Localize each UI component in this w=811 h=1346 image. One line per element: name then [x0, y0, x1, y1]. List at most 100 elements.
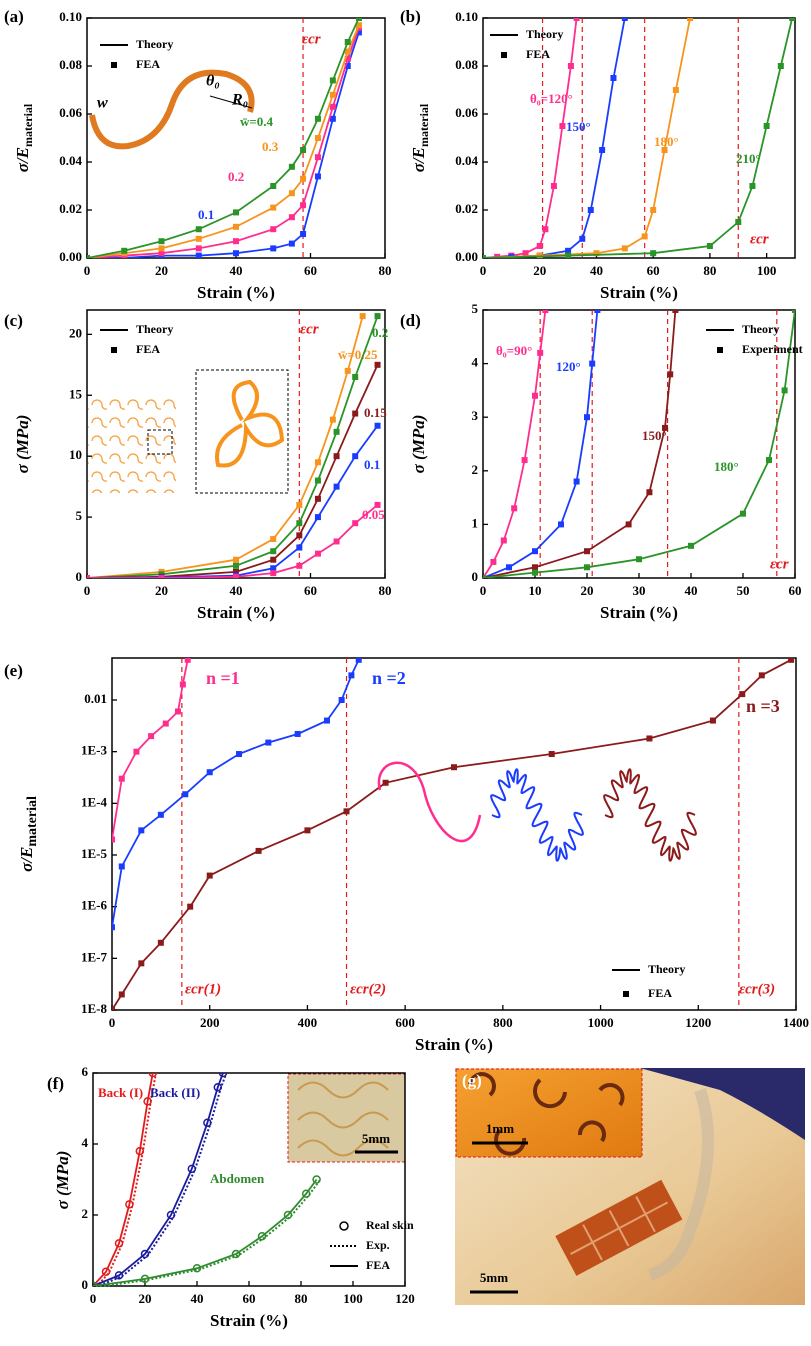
y-axis-label-main: σ (MPa): [409, 415, 428, 474]
data-point: [289, 241, 295, 247]
y-tick-label: 0.00: [455, 249, 478, 264]
legend-label: Theory: [526, 27, 563, 41]
data-point: [542, 307, 548, 313]
x-tick-label: 1400: [783, 1015, 809, 1030]
data-point: [148, 733, 154, 739]
data-point: [236, 751, 242, 757]
data-point: [584, 564, 590, 570]
y-tick-label: 5: [472, 301, 479, 316]
y-tick-label: 5: [76, 508, 83, 523]
y-axis-label-main: σ/E: [13, 147, 32, 172]
inset-serpentine: [491, 769, 583, 860]
legend-swatch: [501, 52, 507, 58]
x-tick-label: 20: [533, 263, 546, 278]
series-label: n =3: [746, 696, 780, 716]
data-point: [233, 574, 239, 580]
y-tick-label: 4: [472, 355, 479, 370]
data-point: [610, 75, 616, 81]
x-tick-label: 40: [191, 1291, 204, 1306]
x-tick-label: 80: [379, 583, 392, 598]
data-point: [511, 505, 517, 511]
x-axis-label: Strain (%): [600, 283, 678, 302]
data-point: [300, 147, 306, 153]
x-tick-label: 30: [633, 583, 646, 598]
series-label: n =1: [206, 668, 240, 688]
data-point: [324, 718, 330, 724]
data-point: [356, 15, 362, 21]
data-point: [256, 848, 262, 854]
data-point: [175, 708, 181, 714]
series-label: 210°: [736, 151, 761, 166]
legend-label: FEA: [366, 1258, 390, 1272]
data-point: [270, 245, 276, 251]
x-tick-label: 80: [703, 263, 716, 278]
data-point: [119, 863, 125, 869]
data-point: [345, 39, 351, 45]
data-point: [296, 532, 302, 538]
data-point: [207, 873, 213, 879]
series-label: 0.1: [198, 207, 214, 222]
data-point: [574, 15, 580, 21]
data-point: [270, 205, 276, 211]
plot-frame: [87, 18, 385, 258]
data-point: [315, 478, 321, 484]
scale-label: 5mm: [362, 1131, 390, 1146]
x-tick-label: 40: [230, 263, 243, 278]
x-tick-label: 1200: [685, 1015, 711, 1030]
data-point: [159, 245, 165, 251]
data-point: [270, 557, 276, 563]
y-tick-label: 0.10: [455, 9, 478, 24]
data-point: [579, 236, 585, 242]
panel-label: (c): [4, 311, 23, 330]
data-point: [233, 209, 239, 215]
data-point: [558, 521, 564, 527]
x-axis-label: Strain (%): [415, 1035, 493, 1054]
y-axis-label: σ (MPa): [53, 1151, 72, 1210]
x-tick-label: 800: [493, 1015, 513, 1030]
annotation: R₀: [231, 92, 248, 109]
legend-swatch: [340, 1222, 348, 1230]
legend-label: Theory: [742, 322, 779, 336]
y-tick-label: 1E-6: [81, 898, 108, 913]
inset-pattern: [88, 398, 176, 493]
data-point: [735, 219, 741, 225]
data-point: [480, 575, 486, 581]
panel-label: (a): [4, 7, 24, 26]
critical-label: εcr(3): [739, 981, 775, 997]
data-point: [551, 183, 557, 189]
x-tick-label: 200: [200, 1015, 220, 1030]
data-point: [182, 791, 188, 797]
data-point: [296, 502, 302, 508]
x-tick-label: 0: [109, 1015, 116, 1030]
series-label: 0.05: [362, 507, 385, 522]
legend-label: Experiment: [742, 342, 803, 356]
data-point: [589, 361, 595, 367]
theory-line: [87, 25, 359, 258]
x-tick-label: 600: [395, 1015, 415, 1030]
critical-label: εcr: [770, 556, 789, 572]
data-point: [759, 672, 765, 678]
data-point: [789, 15, 795, 21]
data-point: [109, 836, 115, 842]
y-axis-label-main: σ/E: [17, 847, 36, 872]
y-axis-label: σ (MPa): [409, 415, 428, 474]
inset-serpentine: [379, 763, 480, 841]
data-point: [109, 924, 115, 930]
x-tick-label: 40: [685, 583, 698, 598]
y-axis-label-sub: material: [21, 103, 35, 147]
y-axis-label: σ/Ematerial: [409, 103, 431, 172]
y-axis-label-main: σ (MPa): [13, 415, 32, 474]
annotation: w: [97, 95, 108, 112]
data-point: [233, 238, 239, 244]
series-label: Back (II): [150, 1085, 200, 1100]
data-point: [270, 183, 276, 189]
x-tick-label: 100: [343, 1291, 363, 1306]
panel: (d)0102030405060012345Strain (%)σ (MPa)ε…: [400, 301, 803, 622]
data-point: [360, 313, 366, 319]
theory-line: [112, 660, 791, 1010]
data-point: [451, 764, 457, 770]
data-point: [764, 123, 770, 129]
data-point: [339, 697, 345, 703]
data-point: [672, 307, 678, 313]
